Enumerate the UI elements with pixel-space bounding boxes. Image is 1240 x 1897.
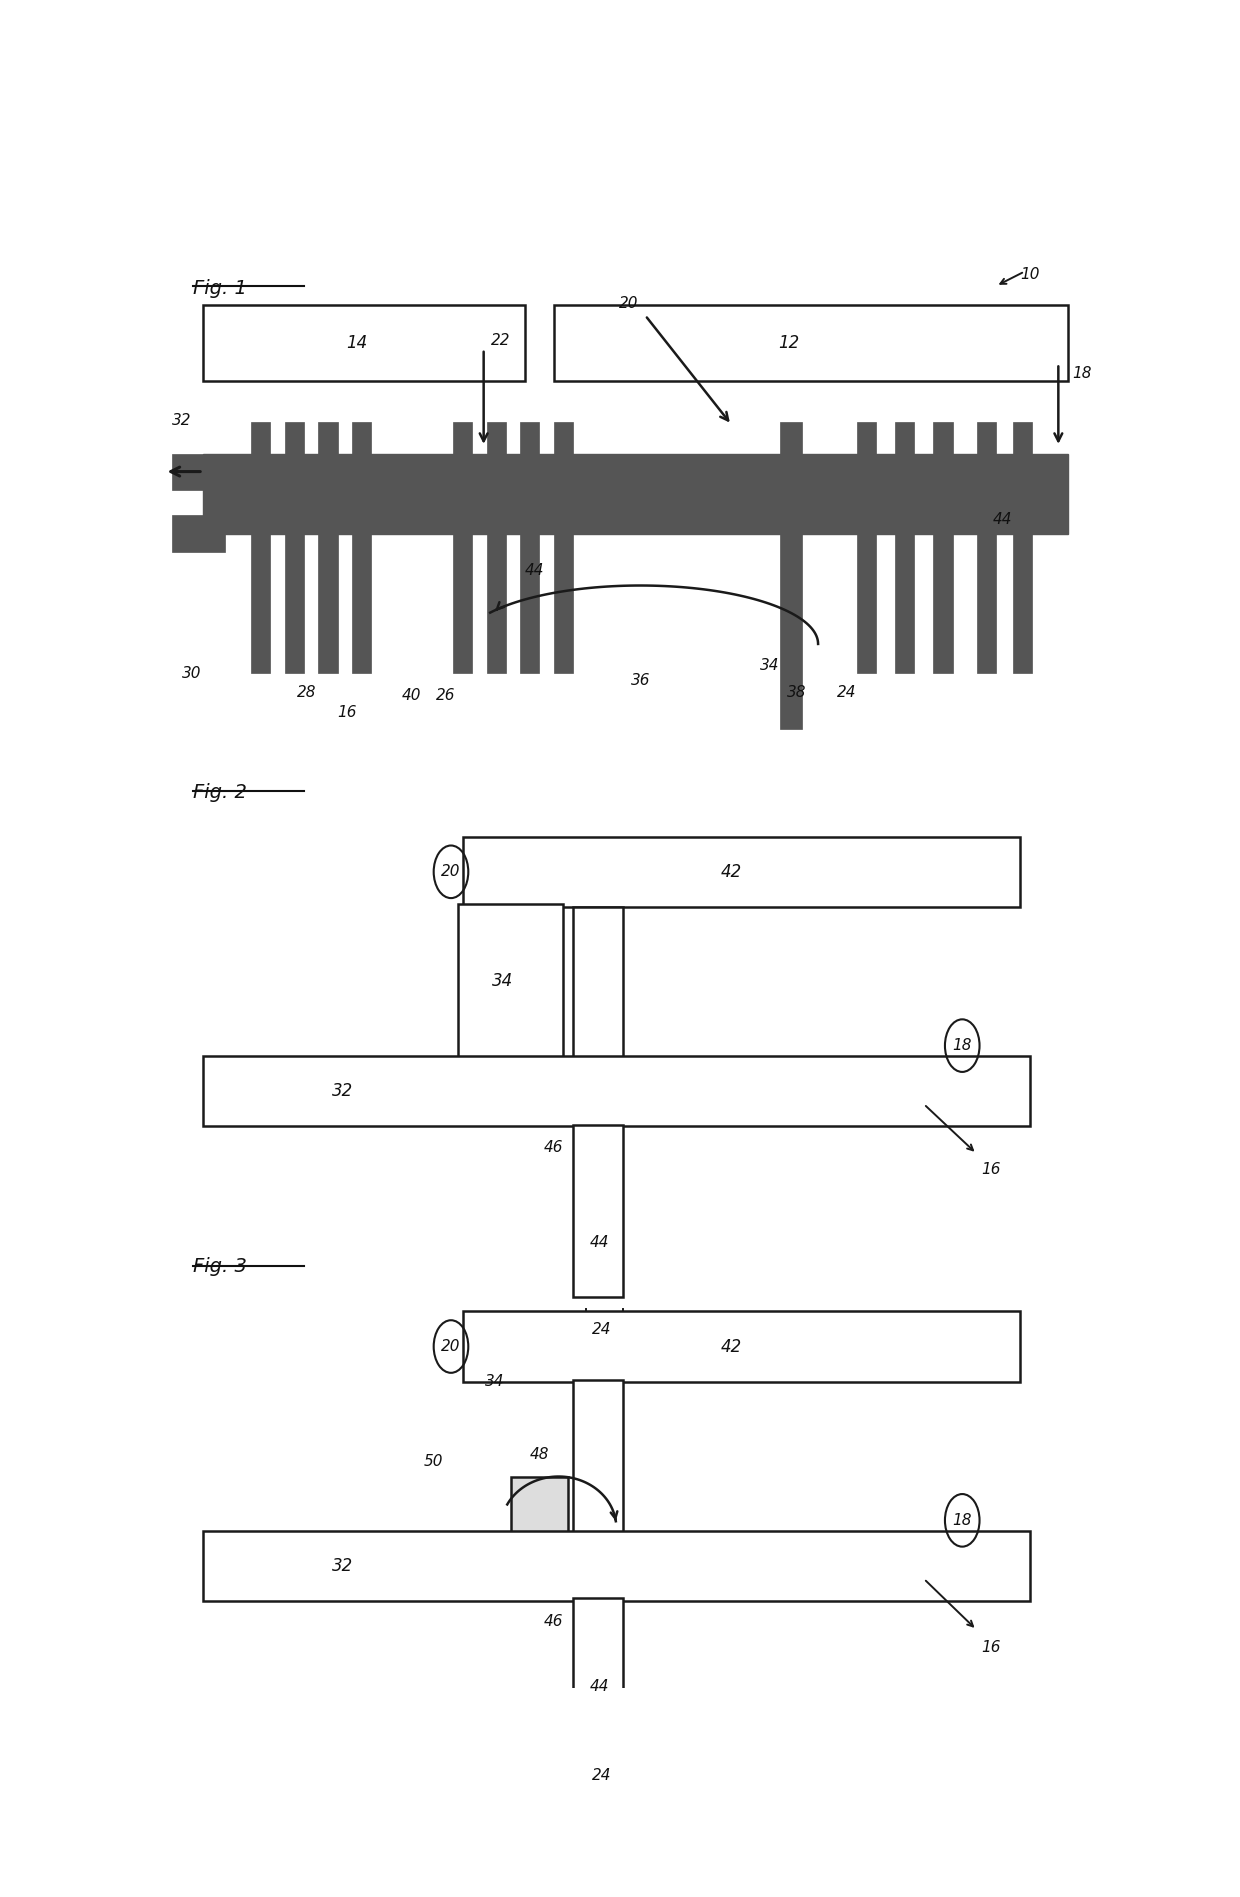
Bar bbox=[203, 1531, 1029, 1601]
Text: 16: 16 bbox=[981, 1163, 1001, 1178]
Text: 18: 18 bbox=[1073, 366, 1092, 381]
Bar bbox=[521, 535, 539, 673]
Text: 28: 28 bbox=[298, 685, 316, 700]
Bar bbox=[573, 1125, 622, 1298]
Text: 34: 34 bbox=[492, 971, 513, 990]
Text: 40: 40 bbox=[402, 687, 422, 702]
Bar bbox=[895, 535, 914, 673]
Text: 18: 18 bbox=[952, 1038, 972, 1053]
Text: 44: 44 bbox=[525, 563, 544, 579]
Bar bbox=[250, 535, 270, 673]
Bar bbox=[934, 535, 952, 673]
Bar bbox=[934, 421, 952, 503]
Text: 24: 24 bbox=[593, 1322, 611, 1337]
Bar bbox=[319, 421, 337, 503]
Text: 32: 32 bbox=[172, 414, 192, 429]
Bar bbox=[486, 421, 506, 503]
Text: 34: 34 bbox=[485, 1373, 503, 1389]
Bar bbox=[573, 1597, 622, 1774]
Text: 10: 10 bbox=[1019, 267, 1039, 283]
Bar bbox=[352, 535, 371, 673]
Text: Fig. 1: Fig. 1 bbox=[193, 279, 247, 298]
Bar bbox=[453, 421, 472, 503]
Bar bbox=[250, 421, 270, 503]
Text: 44: 44 bbox=[993, 512, 1012, 527]
Bar bbox=[573, 1381, 622, 1595]
Bar bbox=[521, 421, 539, 503]
Text: 20: 20 bbox=[619, 296, 639, 311]
Text: 36: 36 bbox=[631, 673, 650, 689]
Text: 32: 32 bbox=[332, 1081, 353, 1100]
Bar bbox=[458, 905, 563, 1057]
Bar bbox=[554, 421, 573, 503]
Text: 42: 42 bbox=[720, 863, 743, 880]
Bar bbox=[857, 535, 875, 673]
Text: 34: 34 bbox=[760, 658, 780, 673]
Bar bbox=[1013, 421, 1033, 503]
Bar bbox=[511, 1476, 568, 1542]
Text: 20: 20 bbox=[441, 865, 461, 880]
Bar bbox=[203, 1057, 1029, 1127]
Bar bbox=[352, 421, 371, 503]
Text: 32: 32 bbox=[332, 1557, 353, 1575]
Text: 30: 30 bbox=[182, 666, 201, 681]
Text: 18: 18 bbox=[952, 1512, 972, 1527]
Text: 16: 16 bbox=[337, 706, 357, 721]
Bar bbox=[977, 421, 996, 503]
Bar bbox=[780, 421, 802, 503]
Text: 26: 26 bbox=[435, 687, 455, 702]
Text: 46: 46 bbox=[544, 1140, 563, 1155]
Bar bbox=[172, 453, 226, 489]
Bar bbox=[780, 535, 802, 728]
Text: Fig. 3: Fig. 3 bbox=[193, 1258, 247, 1277]
Bar bbox=[285, 421, 304, 503]
Bar bbox=[463, 1311, 1019, 1381]
Text: 42: 42 bbox=[720, 1337, 743, 1356]
Text: Fig. 2: Fig. 2 bbox=[193, 783, 247, 802]
Text: 14: 14 bbox=[346, 334, 367, 353]
Text: 20: 20 bbox=[441, 1339, 461, 1354]
Bar bbox=[319, 535, 337, 673]
Text: 24: 24 bbox=[593, 1768, 611, 1783]
Bar bbox=[554, 305, 1068, 381]
Bar bbox=[453, 535, 472, 673]
Text: 24: 24 bbox=[837, 685, 857, 700]
Bar bbox=[573, 907, 622, 1119]
Bar bbox=[1013, 535, 1033, 673]
Bar bbox=[172, 516, 226, 552]
Bar bbox=[203, 453, 1068, 535]
Bar bbox=[463, 837, 1019, 907]
Bar bbox=[554, 535, 573, 673]
Text: 50: 50 bbox=[424, 1455, 444, 1470]
Bar bbox=[285, 535, 304, 673]
Text: 44: 44 bbox=[589, 1679, 609, 1694]
Text: 12: 12 bbox=[779, 334, 800, 353]
Text: 48: 48 bbox=[529, 1447, 549, 1463]
Bar bbox=[203, 305, 525, 381]
Text: 16: 16 bbox=[981, 1639, 1001, 1654]
Bar bbox=[486, 535, 506, 673]
Text: 38: 38 bbox=[787, 685, 807, 700]
Text: 46: 46 bbox=[544, 1614, 563, 1630]
Bar bbox=[977, 535, 996, 673]
Bar bbox=[895, 421, 914, 503]
Text: 44: 44 bbox=[589, 1235, 609, 1250]
Bar bbox=[857, 421, 875, 503]
Text: 22: 22 bbox=[491, 332, 511, 347]
